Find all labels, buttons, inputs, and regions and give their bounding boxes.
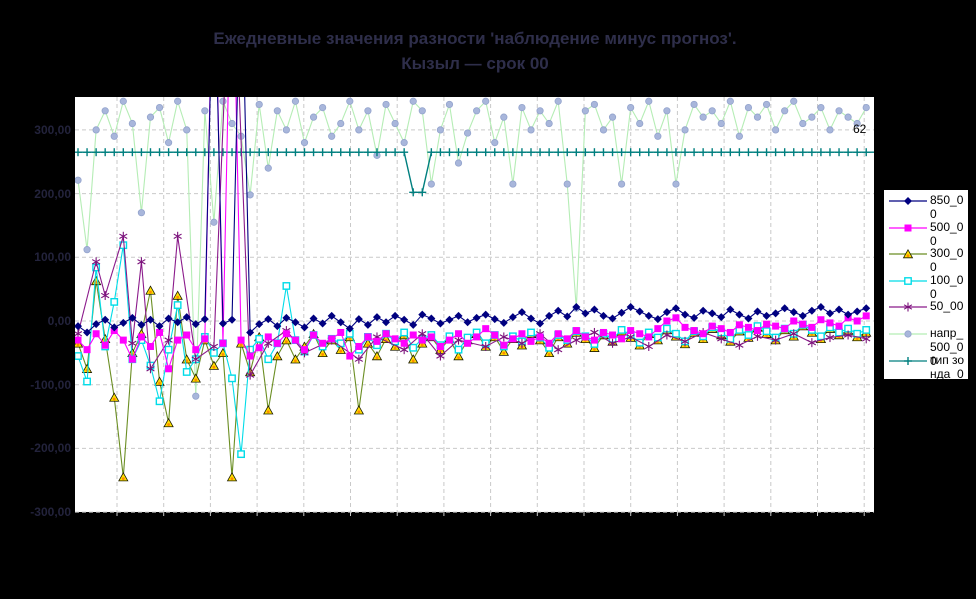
legend-entry-тип зонда_00: тип зонда_00 bbox=[886, 352, 968, 395]
legend-label: 50_00 bbox=[930, 299, 964, 313]
y-axis-label: 300,00 bbox=[34, 122, 71, 137]
data-label-62: 62 bbox=[853, 122, 867, 136]
chart-title-line2: Кызыл — срок 00 bbox=[401, 54, 549, 73]
legend-label: 300_00 bbox=[930, 246, 964, 274]
legend-marker-diamond bbox=[889, 197, 927, 205]
plot-background bbox=[75, 97, 874, 512]
legend-marker-circle bbox=[889, 329, 927, 338]
legend-entry-500_00: 500_00 bbox=[886, 219, 968, 248]
legend-label: 100_00 bbox=[930, 272, 964, 301]
series-50_00 bbox=[75, 97, 871, 380]
legend-entry-300_00: 300_00 bbox=[886, 245, 968, 274]
legend-marker-osquare bbox=[889, 276, 927, 285]
legend-marker-square bbox=[889, 224, 927, 231]
y-axis-label: -100,00 bbox=[30, 377, 71, 392]
series-тип зонда_00 bbox=[75, 148, 874, 197]
legend-label: напр_500_00 bbox=[930, 325, 964, 368]
legend-marker-plus bbox=[889, 356, 927, 365]
legend-entry-850_00: 850_00 bbox=[886, 192, 968, 221]
chart-title: Ежедневные значения разности 'наблюдение… bbox=[75, 26, 875, 76]
legend-label: 850_00 bbox=[930, 193, 964, 221]
legend-label: 500_00 bbox=[930, 219, 964, 248]
y-axis-label: 200,00 bbox=[34, 186, 71, 201]
legend: 850_00 500_00 300_00 100_00 50_00 напр_500_00… bbox=[883, 189, 969, 395]
legend-marker-triangle bbox=[889, 248, 927, 259]
y-axis-label: 0,00 bbox=[47, 314, 71, 328]
chart-title-line1: Ежедневные значения разности 'наблюдение… bbox=[213, 29, 737, 48]
series-напр_500_00 bbox=[75, 97, 870, 400]
legend-label: тип зонда_00 bbox=[930, 352, 965, 395]
legend-marker-asterisk bbox=[889, 302, 927, 312]
y-axis-label: -200,00 bbox=[30, 441, 71, 456]
series-850_00 bbox=[75, 97, 871, 337]
y-axis-label: -300,00 bbox=[30, 505, 71, 520]
legend-entry-100_00: 100_00 bbox=[886, 272, 968, 301]
legend-entry-50_00: 50_00 bbox=[886, 298, 968, 325]
legend-entry-напр_500_00: напр_500_00 bbox=[886, 325, 968, 368]
y-axis-label: 100,00 bbox=[34, 250, 71, 265]
series-layer bbox=[75, 97, 874, 482]
